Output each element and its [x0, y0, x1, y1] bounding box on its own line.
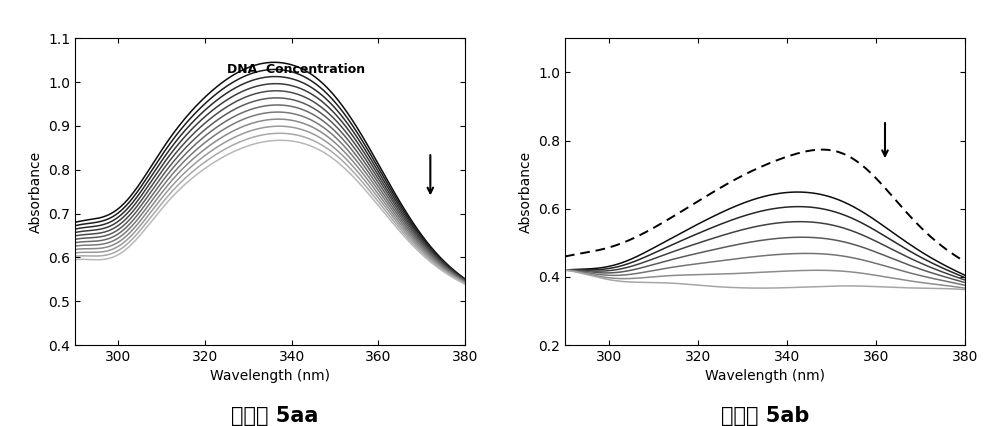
Text: DNA  Concentration: DNA Concentration	[227, 63, 365, 75]
X-axis label: Wavelength (nm): Wavelength (nm)	[210, 369, 330, 383]
Y-axis label: Absorbance: Absorbance	[28, 151, 42, 233]
Text: 化合物 5ab: 化合物 5ab	[721, 406, 809, 426]
Text: 化合物 5aa: 化合物 5aa	[231, 406, 319, 426]
X-axis label: Wavelength (nm): Wavelength (nm)	[705, 369, 825, 383]
Y-axis label: Absorbance: Absorbance	[519, 151, 533, 233]
